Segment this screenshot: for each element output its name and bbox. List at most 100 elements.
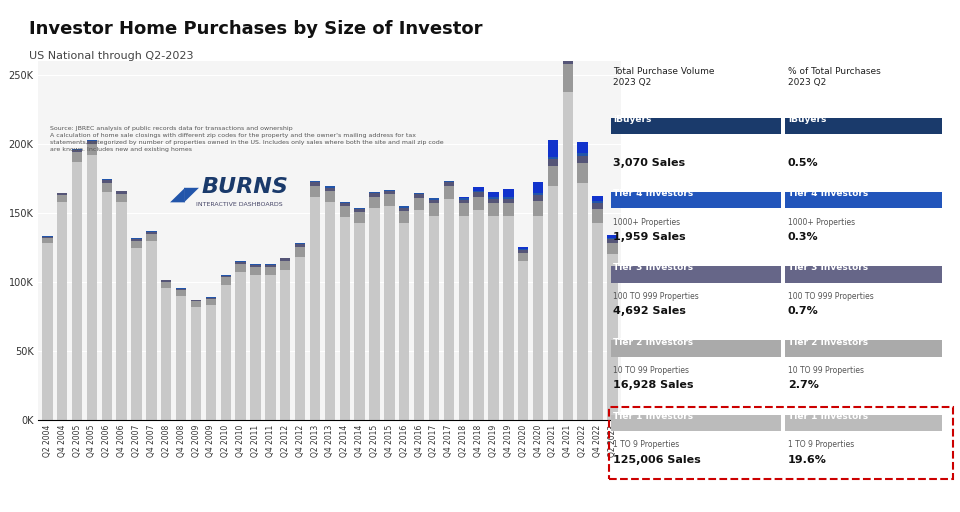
Bar: [340, 203, 350, 206]
Text: Tier 4 Investors: Tier 4 Investors: [613, 189, 694, 198]
Text: 3,070 Sales: 3,070 Sales: [613, 158, 685, 168]
Text: 1 TO 9 Properties: 1 TO 9 Properties: [613, 440, 680, 450]
Bar: [221, 285, 231, 420]
Bar: [176, 296, 186, 420]
Text: ◢◤: ◢◤: [170, 184, 200, 204]
Bar: [146, 241, 156, 420]
Bar: [57, 193, 67, 195]
Bar: [324, 187, 335, 191]
Text: Source: JBREC analysis of public records data for transactions and ownership
A c: Source: JBREC analysis of public records…: [50, 126, 444, 152]
Bar: [116, 194, 127, 202]
Bar: [295, 243, 305, 244]
Bar: [354, 208, 365, 209]
Bar: [235, 261, 246, 262]
Bar: [608, 239, 617, 243]
Bar: [429, 216, 439, 420]
Text: Tier 2 Investors: Tier 2 Investors: [613, 337, 693, 347]
Text: 2.7%: 2.7%: [788, 380, 819, 391]
Bar: [265, 264, 276, 265]
Bar: [86, 144, 97, 155]
Bar: [592, 209, 603, 223]
Bar: [57, 202, 67, 420]
Bar: [429, 200, 439, 203]
Text: 1,959 Sales: 1,959 Sales: [613, 232, 686, 242]
Bar: [265, 265, 276, 267]
Text: 100 TO 999 Properties: 100 TO 999 Properties: [788, 292, 874, 301]
Bar: [251, 264, 261, 265]
Bar: [399, 211, 409, 223]
Bar: [280, 261, 291, 270]
Bar: [533, 182, 543, 193]
Bar: [235, 272, 246, 420]
Bar: [235, 264, 246, 272]
Bar: [608, 243, 617, 254]
Bar: [340, 206, 350, 217]
Bar: [414, 194, 424, 198]
Bar: [578, 183, 588, 420]
Bar: [473, 210, 484, 420]
Bar: [191, 301, 202, 307]
Bar: [42, 238, 53, 243]
Bar: [563, 48, 573, 53]
Bar: [251, 265, 261, 267]
Bar: [548, 157, 558, 159]
Bar: [310, 182, 321, 185]
Text: Tier 3 Investors: Tier 3 Investors: [788, 263, 868, 272]
Bar: [578, 163, 588, 183]
Bar: [384, 195, 395, 206]
Bar: [116, 190, 127, 191]
Bar: [102, 193, 112, 420]
Text: Tier 4 Investors: Tier 4 Investors: [788, 189, 868, 198]
Bar: [86, 140, 97, 141]
Bar: [221, 277, 231, 285]
Bar: [370, 192, 380, 193]
Text: US National through Q2-2023: US National through Q2-2023: [29, 51, 193, 61]
Bar: [72, 162, 83, 420]
Bar: [578, 156, 588, 163]
Bar: [489, 197, 498, 199]
Bar: [251, 267, 261, 275]
Bar: [132, 239, 142, 241]
Bar: [310, 197, 321, 420]
Bar: [548, 140, 558, 157]
Text: 0.3%: 0.3%: [788, 232, 819, 242]
Bar: [533, 195, 543, 201]
Bar: [146, 234, 156, 241]
Bar: [176, 289, 186, 290]
Bar: [191, 307, 202, 420]
Bar: [324, 191, 335, 202]
Bar: [429, 198, 439, 200]
Bar: [548, 185, 558, 420]
Bar: [102, 179, 112, 180]
Bar: [503, 189, 514, 197]
Bar: [548, 166, 558, 185]
Bar: [295, 244, 305, 247]
Bar: [518, 247, 528, 249]
Bar: [429, 203, 439, 216]
Bar: [518, 261, 528, 420]
Bar: [86, 141, 97, 144]
Bar: [503, 199, 514, 203]
Bar: [459, 203, 468, 216]
Text: % of Total Purchases
2023 Q2: % of Total Purchases 2023 Q2: [788, 67, 880, 88]
Text: Total Purchase Volume
2023 Q2: Total Purchase Volume 2023 Q2: [613, 67, 715, 88]
Bar: [132, 241, 142, 247]
Bar: [265, 275, 276, 420]
Bar: [161, 288, 172, 420]
Bar: [205, 299, 216, 306]
Bar: [518, 253, 528, 261]
Bar: [592, 196, 603, 201]
Bar: [518, 250, 528, 253]
Bar: [205, 306, 216, 420]
Bar: [608, 254, 617, 420]
Bar: [503, 216, 514, 420]
Bar: [459, 198, 468, 200]
Bar: [310, 181, 321, 182]
Text: 0.5%: 0.5%: [788, 158, 819, 168]
Bar: [563, 92, 573, 420]
Bar: [324, 202, 335, 420]
Bar: [57, 195, 67, 202]
Bar: [533, 193, 543, 195]
Bar: [399, 206, 409, 207]
Bar: [533, 216, 543, 420]
